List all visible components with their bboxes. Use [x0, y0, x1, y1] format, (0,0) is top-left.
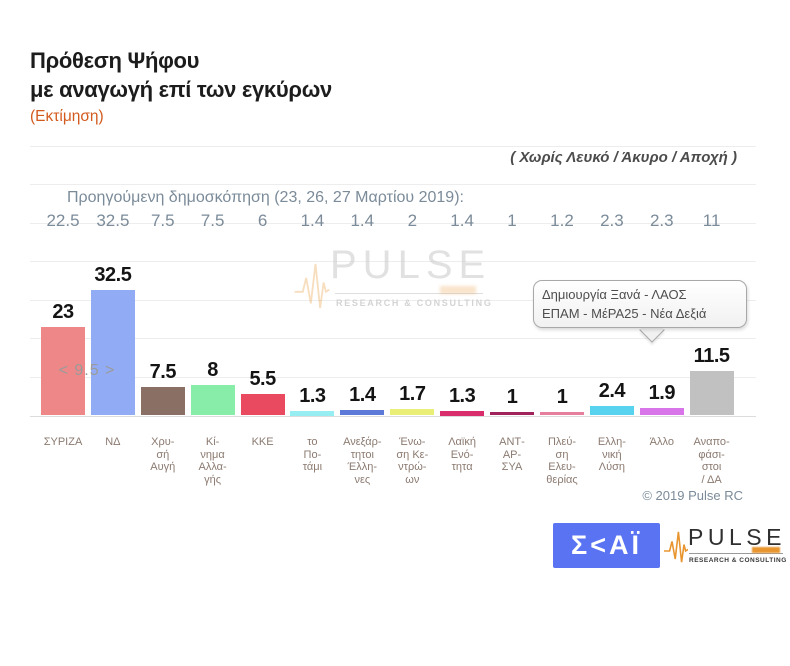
bar-value-label: 32.5 — [94, 264, 132, 287]
pulse-logo-divider — [689, 553, 783, 554]
bar-value-label: 2.4 — [598, 380, 626, 403]
category-label: ΑΝΤ- ΑΡ- ΣΥΑ — [499, 436, 525, 473]
bar — [440, 410, 485, 416]
gridline-20 — [30, 338, 756, 340]
gridline-50 — [30, 222, 756, 224]
category-label: Κί-νημα Αλλα-γής — [198, 436, 227, 486]
bar — [140, 386, 185, 416]
category-label: Αναπο-φάσι-στοι / ΔΑ — [693, 436, 730, 486]
page-title: Πρόθεση Ψήφου με αναγωγή επί των εγκύρων… — [30, 46, 332, 126]
bar-value-label: 1.3 — [299, 384, 326, 407]
prev-value: 7.5 — [150, 211, 175, 230]
prev-value: 2 — [407, 211, 418, 230]
bar-value-label: 1.9 — [648, 382, 676, 405]
prev-value: 6 — [257, 211, 268, 230]
watermark-text: PULSE — [330, 243, 492, 287]
copyright-text: © 2019 Pulse RC — [642, 488, 743, 503]
bar — [490, 411, 534, 416]
bar-value-label: 7.5 — [149, 360, 177, 383]
bar — [689, 371, 734, 416]
category-label: Ανεξάρ-τητοι Έλλη-νες — [343, 436, 382, 486]
bar-value-label: 23 — [52, 300, 74, 323]
gridline-40 — [30, 261, 756, 263]
prev-value: 1.2 — [550, 211, 574, 230]
prev-value: 1 — [507, 211, 517, 230]
bar-value-label: 1 — [556, 385, 568, 408]
pulse-logo: PULSE RESEARCH & CONSULTING — [664, 520, 788, 572]
bar — [290, 410, 335, 416]
prev-value: 22.5 — [46, 211, 80, 230]
pulse-logo-subtext: RESEARCH & CONSULTING — [689, 557, 787, 564]
estimation-label: (Εκτίμηση) — [30, 108, 104, 125]
prev-value: 32.5 — [96, 211, 130, 230]
page-title-line2: με αναγωγή επί των εγκύρων — [30, 77, 332, 102]
callout-line2: ΕΠΑΜ - ΜέΡΑ25 - Νέα Δεξιά — [542, 306, 707, 321]
category-label: ΝΔ — [105, 436, 121, 448]
gridline-70 — [30, 145, 756, 147]
category-label: ΚΚΕ — [251, 436, 274, 448]
bar — [589, 406, 634, 416]
pulse-logo-text: PULSE — [688, 524, 786, 550]
gridline-30 — [30, 299, 756, 301]
prev-value: 2.3 — [600, 211, 624, 230]
exclusion-note: ( Χωρίς Λευκό / Άκυρο / Αποχή ) — [510, 149, 737, 166]
bar — [540, 411, 584, 416]
bar-value-label: 11.5 — [693, 345, 730, 368]
bar-value-label: 1 — [506, 385, 518, 408]
bar — [639, 408, 684, 416]
bar-value-label: 1.7 — [399, 382, 426, 405]
category-label: το Πο-τάμι — [302, 436, 323, 473]
bar-value-label: 1.3 — [448, 384, 476, 407]
bar — [240, 394, 285, 416]
bar — [390, 408, 435, 416]
bar-value-label: 8 — [207, 358, 218, 381]
prev-value: 11 — [702, 211, 721, 230]
bar — [340, 410, 385, 416]
watermark-divider — [335, 293, 483, 294]
bar-value-label: 5.5 — [249, 368, 276, 391]
bar — [41, 326, 85, 416]
gridline-10 — [30, 376, 756, 378]
category-label: Άλλο — [649, 436, 674, 448]
gridline-0 — [30, 415, 756, 417]
pulse-watermark: PULSE RESEARCH & CONSULTING — [290, 243, 500, 317]
category-label: Ελλη-νική Λύση — [597, 436, 626, 473]
previous-poll-label: Προηγούμενη δημοσκόπηση (23, 26, 27 Μαρτ… — [67, 189, 464, 206]
prev-value: 2.3 — [649, 211, 674, 230]
pulse-logo-orange-accent — [752, 547, 780, 553]
category-label: Χρυ-σή Αυγή — [150, 436, 176, 473]
callout-line1: Δημιουργία Ξανά - ΛΑΟΣ — [542, 287, 687, 302]
pulse-waveform-icon — [294, 263, 330, 309]
watermark-orange-accent — [440, 286, 476, 294]
bar — [90, 290, 135, 416]
prev-value: 1.4 — [300, 211, 325, 230]
page-title-line1: Πρόθεση Ψήφου — [30, 48, 200, 73]
gap-annotation: < 9.5 > — [58, 362, 116, 379]
other-parties-callout: Δημιουργία Ξανά - ΛΑΟΣ ΕΠΑΜ - ΜέΡΑ25 - Ν… — [533, 280, 747, 328]
category-label: Λαϊκή Ενό-τητα — [448, 436, 476, 473]
bar-value-label: 1.4 — [349, 384, 376, 407]
pulse-waveform-icon — [664, 531, 688, 563]
prev-value: 1.4 — [450, 211, 474, 230]
prev-value: 1.4 — [350, 211, 375, 230]
bar — [190, 384, 235, 416]
category-label: Πλεύ-ση Ελευ-θερίας — [546, 436, 578, 486]
skai-logo: Σ<ΑΪ — [553, 523, 660, 568]
gridline-60 — [30, 184, 756, 186]
category-label: Ένω-ση Κε-ντρώ-ων — [396, 436, 429, 486]
category-label: ΣΥΡΙΖΑ — [43, 436, 83, 448]
prev-value: 7.5 — [200, 211, 225, 230]
